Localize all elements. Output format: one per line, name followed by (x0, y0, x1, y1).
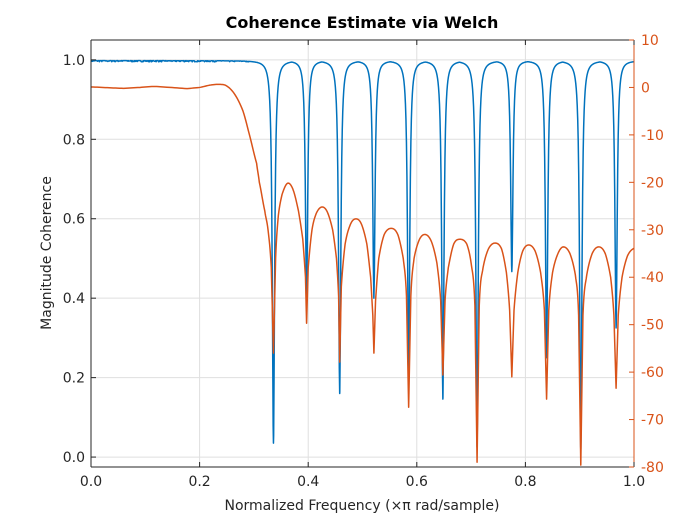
y-right-tick-label: -50 (641, 318, 664, 334)
y-right-tick-label: -20 (641, 175, 664, 191)
y-right-tick-label: -80 (641, 460, 664, 476)
y-right-tick-label: -30 (641, 223, 664, 239)
y-right-tick-label: 0 (641, 80, 650, 96)
y-right-tick-label: -70 (641, 413, 664, 429)
x-tick-label: 0.6 (406, 474, 428, 490)
axes-frame (90, 39, 635, 468)
y-right-tick-label: -60 (641, 365, 664, 381)
grid (90, 40, 635, 467)
chart-title: Coherence Estimate via Welch (226, 13, 499, 32)
series-line-coherence (91, 59, 634, 450)
y-tick-label: 1.0 (63, 53, 85, 69)
x-tick-label: 0.8 (514, 474, 536, 490)
x-tick-label: 1.0 (623, 474, 645, 490)
y-tick-label: 0.6 (63, 212, 85, 228)
y-right-tick-label: -40 (641, 270, 664, 286)
y-tick-label: 0.8 (63, 132, 85, 148)
axes-background (91, 40, 634, 467)
x-tick-label: 0.2 (188, 474, 210, 490)
y-tick-label: 0.4 (63, 291, 85, 307)
x-tick-label: 0.4 (297, 474, 319, 490)
x-axis-title: Normalized Frequency (×π rad/sample) (225, 498, 500, 514)
y-right-tick-label: -10 (641, 128, 664, 144)
ticks: 0.0 0.2 0.4 0.6 0.8 1.0 0.0 0.2 0.4 0.6 0.8 1.0 10 0 -… (63, 33, 664, 490)
y-tick-label: 0.2 (63, 371, 85, 387)
y-tick-label: 0.0 (63, 450, 85, 466)
series-line-filter-response (91, 83, 634, 466)
x-tick-label: 0.0 (80, 474, 102, 490)
y-axis-title: Magnitude Coherence (39, 176, 55, 330)
y-right-tick-label: 10 (641, 33, 659, 49)
